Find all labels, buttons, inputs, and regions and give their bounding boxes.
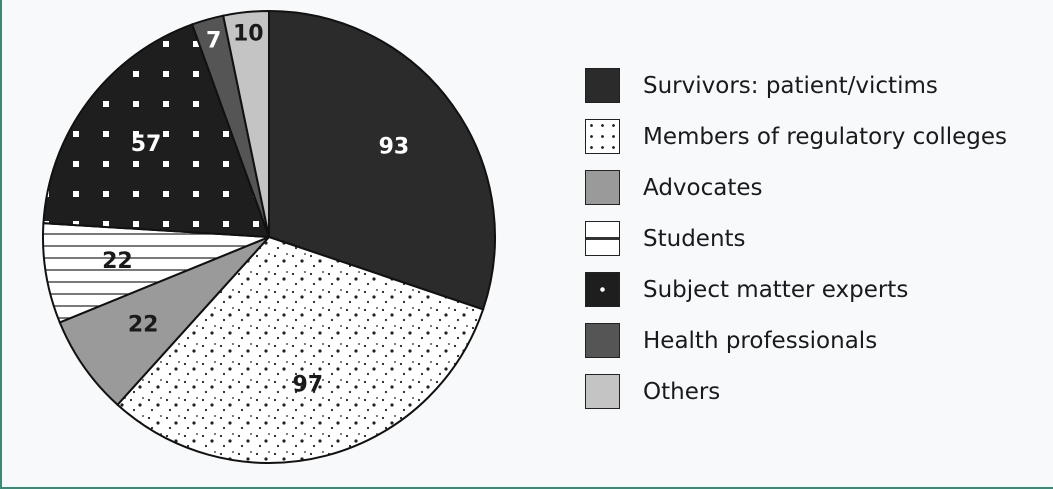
legend-swatch	[585, 119, 620, 154]
legend-item-students: Students	[585, 213, 1007, 264]
legend-item-advocates: Advocates	[585, 162, 1007, 213]
legend-label: Students	[643, 225, 746, 252]
legend-item-health-professionals: Health professionals	[585, 315, 1007, 366]
legend-item-subject-matter-experts: Subject matter experts	[585, 264, 1007, 315]
legend-swatch	[585, 170, 620, 205]
slice-value-label: 93	[379, 134, 410, 159]
legend-swatch	[585, 272, 620, 307]
slice-value-label: 97	[292, 373, 323, 398]
legend-label: Subject matter experts	[643, 276, 909, 303]
legend-swatch	[585, 374, 620, 409]
pie-slice-subject-matter-experts	[42, 23, 271, 239]
legend-swatch	[585, 68, 620, 103]
pie-slice-survivors-patient-victims	[268, 9, 497, 311]
legend-swatch	[585, 221, 620, 256]
legend-swatch	[585, 323, 620, 358]
legend-item-others: Others	[585, 366, 1007, 417]
legend: Survivors: patient/victims Members of reg…	[585, 60, 1007, 417]
slice-value-label: 10	[233, 22, 264, 47]
legend-item-survivors-patient-victims: Survivors: patient/victims	[585, 60, 1007, 111]
legend-label: Others	[643, 378, 721, 405]
legend-label: Advocates	[643, 174, 763, 201]
legend-label: Survivors: patient/victims	[643, 72, 938, 99]
legend-label: Health professionals	[643, 327, 878, 354]
legend-item-members-of-regulatory-colleges: Members of regulatory colleges	[585, 111, 1007, 162]
pie-slice-advocates	[58, 236, 270, 407]
slice-value-label: 57	[131, 132, 162, 157]
slice-value-label: 7	[206, 28, 221, 53]
pie-slice-others	[222, 9, 270, 238]
pie-slice-members-of-regulatory-colleges	[116, 235, 485, 464]
pie-slice-students	[42, 222, 270, 324]
slice-value-label: 22	[102, 249, 133, 274]
slice-value-label: 22	[128, 312, 159, 337]
legend-label: Members of regulatory colleges	[643, 123, 1007, 150]
